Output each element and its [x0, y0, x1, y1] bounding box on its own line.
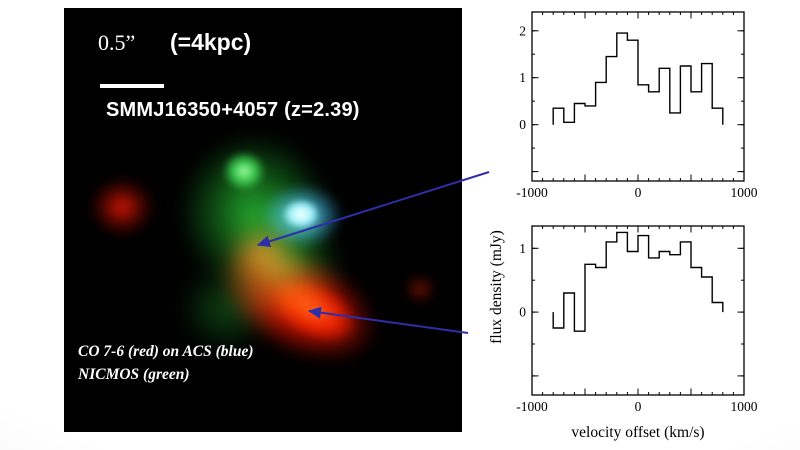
- svg-text:-1000: -1000: [516, 399, 548, 414]
- svg-text:0: 0: [635, 185, 642, 200]
- svg-text:-1000: -1000: [516, 185, 548, 200]
- co-red-blob-right-faint: [404, 275, 436, 303]
- scale-bar-label: 0.5”: [98, 30, 136, 55]
- svg-text:1: 1: [519, 70, 526, 85]
- co-red-blob-left: [90, 178, 154, 236]
- caption-line-2: NICMOS (green): [78, 366, 190, 383]
- scale-equivalent-label: (=4kpc): [170, 29, 252, 55]
- y-axis-label: flux density (mJy): [488, 230, 505, 344]
- galaxy-title: SMMJ16350+4057 (z=2.39): [106, 99, 360, 121]
- svg-text:0: 0: [635, 399, 642, 414]
- galaxy-image-panel: 0.5” (=4kpc) SMMJ16350+4057 (z=2.39) CO …: [64, 8, 462, 432]
- bottom-spectrum-chart: -1000 0 1000 0 1: [516, 225, 758, 414]
- nicmos-green-knot: [222, 151, 266, 191]
- caption-line-1: CO 7-6 (red) on ACS (blue): [78, 343, 254, 360]
- svg-text:1: 1: [519, 241, 526, 256]
- svg-text:2: 2: [519, 23, 526, 38]
- top-spectrum-chart: -1000 0 1000 0 1 2: [516, 11, 758, 200]
- svg-text:0: 0: [519, 117, 526, 132]
- acs-blue-core: [282, 199, 320, 229]
- svg-text:0: 0: [519, 305, 526, 320]
- svg-text:1000: 1000: [731, 399, 758, 414]
- scale-bar: [100, 84, 164, 88]
- x-axis-label: velocity offset (km/s): [571, 424, 705, 441]
- svg-text:1000: 1000: [731, 185, 758, 200]
- color-caption: CO 7-6 (red) on ACS (blue) NICMOS (green…: [78, 340, 254, 386]
